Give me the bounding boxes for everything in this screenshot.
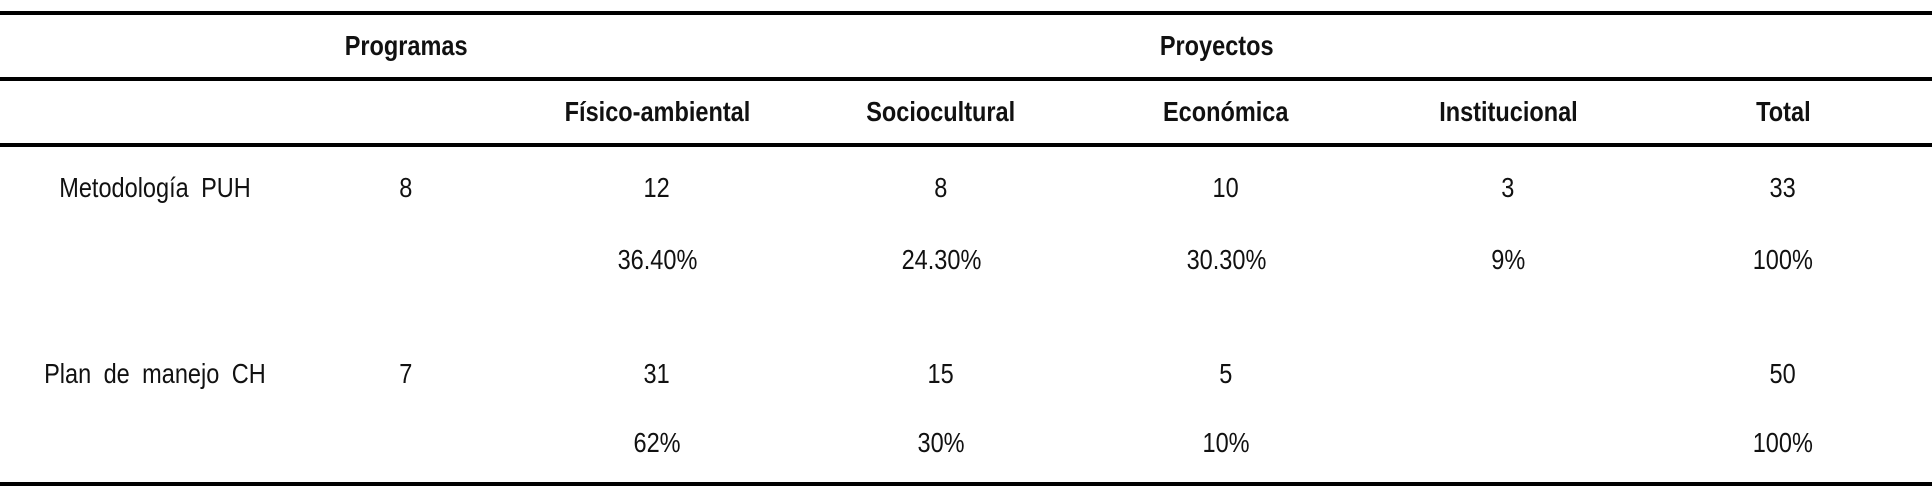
row-label-plan-de-manejo-ch-text: Plan de manejo CH [44, 357, 266, 389]
count-cell-programas: 8 [310, 145, 502, 229]
group-header-programas-label: Programas [344, 30, 468, 61]
percent-cell-total: 100% [1634, 404, 1932, 486]
column-header-economica-label: Económica [1163, 96, 1289, 127]
count-value: 5 [1219, 357, 1233, 389]
count-value: 31 [643, 357, 671, 389]
count-value: 8 [934, 172, 948, 203]
column-header-institucional: Institucional [1382, 79, 1634, 147]
group-header-programas: Programas [310, 11, 502, 81]
table-row-metodologia-puh-percents: 36.40% 24.30% 30.30% 9% 100% [0, 229, 1932, 291]
percent-value: 36.40% [617, 244, 697, 275]
group-header-proyectos-label: Proyectos [1160, 30, 1274, 61]
corner-empty-cell [0, 11, 310, 81]
percent-cell-sociocultural: 24.30% [812, 229, 1070, 291]
percent-value: 9% [1491, 244, 1525, 275]
percent-cell-economica: 30.30% [1070, 229, 1382, 291]
count-cell-institucional [1382, 343, 1634, 404]
group-header-proyectos: Proyectos [502, 11, 1932, 81]
count-value: 8 [399, 172, 413, 203]
count-cell-economica: 10 [1070, 145, 1382, 229]
percent-cell-institucional: 9% [1382, 229, 1634, 291]
count-value: 12 [643, 172, 671, 203]
column-header-fisico-ambiental-label: Físico-ambiental [564, 96, 750, 127]
percent-cell-fisico-ambiental: 36.40% [502, 229, 812, 291]
percent-value: 30% [917, 427, 965, 458]
percent-value: 62% [633, 427, 681, 458]
count-cell-total: 50 [1634, 343, 1932, 404]
percent-value: 100% [1752, 244, 1814, 275]
spacer-cell [0, 291, 1932, 343]
count-cell-sociocultural: 8 [812, 145, 1070, 229]
count-value: 7 [399, 357, 413, 389]
count-value: 10 [1212, 172, 1240, 203]
header-empty-programas-cell [310, 79, 502, 147]
percent-value: 24.30% [901, 244, 981, 275]
table-row-plan-de-manejo-ch-counts: Plan de manejo CH 7 31 15 5 50 [0, 343, 1932, 404]
count-cell-fisico-ambiental: 12 [502, 145, 812, 229]
column-header-sociocultural: Sociocultural [812, 79, 1070, 147]
column-header-sociocultural-label: Sociocultural [866, 96, 1016, 127]
percent-value: 100% [1752, 427, 1814, 458]
count-value: 33 [1769, 172, 1797, 203]
count-value: 50 [1769, 357, 1797, 389]
percent-cell-economica: 10% [1070, 404, 1382, 486]
row-label-plan-de-manejo-ch: Plan de manejo CH [0, 343, 310, 404]
count-cell-economica: 5 [1070, 343, 1382, 404]
count-cell-sociocultural: 15 [812, 343, 1070, 404]
count-cell-total: 33 [1634, 145, 1932, 229]
empty-cell [310, 229, 502, 291]
row-label-metodologia-puh: Metodología PUH [0, 145, 310, 229]
empty-cell [310, 404, 502, 486]
count-cell-fisico-ambiental: 31 [502, 343, 812, 404]
count-value: 15 [927, 357, 955, 389]
empty-cell [0, 229, 310, 291]
header-empty-label-cell [0, 79, 310, 147]
programas-proyectos-table: Programas Proyectos Físico-ambiental Soc… [0, 11, 1932, 486]
percent-value: 30.30% [1186, 244, 1266, 275]
percent-cell-total: 100% [1634, 229, 1932, 291]
empty-cell [0, 404, 310, 486]
percent-cell-institucional [1382, 404, 1634, 486]
table-row-metodologia-puh-counts: Metodología PUH 8 12 8 10 3 33 [0, 145, 1932, 229]
table-row-plan-de-manejo-ch-percents: 62% 30% 10% 100% [0, 404, 1932, 486]
column-header-total: Total [1634, 79, 1932, 147]
row-label-metodologia-puh-text: Metodología PUH [59, 172, 251, 203]
group-header-row: Programas Proyectos [0, 11, 1932, 81]
column-header-institucional-label: Institucional [1438, 96, 1578, 127]
count-cell-programas: 7 [310, 343, 502, 404]
count-value: 3 [1501, 172, 1515, 203]
column-header-economica: Económica [1070, 79, 1382, 147]
percent-cell-fisico-ambiental: 62% [502, 404, 812, 486]
column-header-fisico-ambiental: Físico-ambiental [502, 79, 812, 147]
percent-value: 10% [1202, 427, 1250, 458]
count-cell-institucional: 3 [1382, 145, 1634, 229]
percent-cell-sociocultural: 30% [812, 404, 1070, 486]
spacer-row [0, 291, 1932, 343]
column-header-row: Físico-ambiental Sociocultural Económica… [0, 79, 1932, 147]
column-header-total-label: Total [1755, 96, 1811, 127]
